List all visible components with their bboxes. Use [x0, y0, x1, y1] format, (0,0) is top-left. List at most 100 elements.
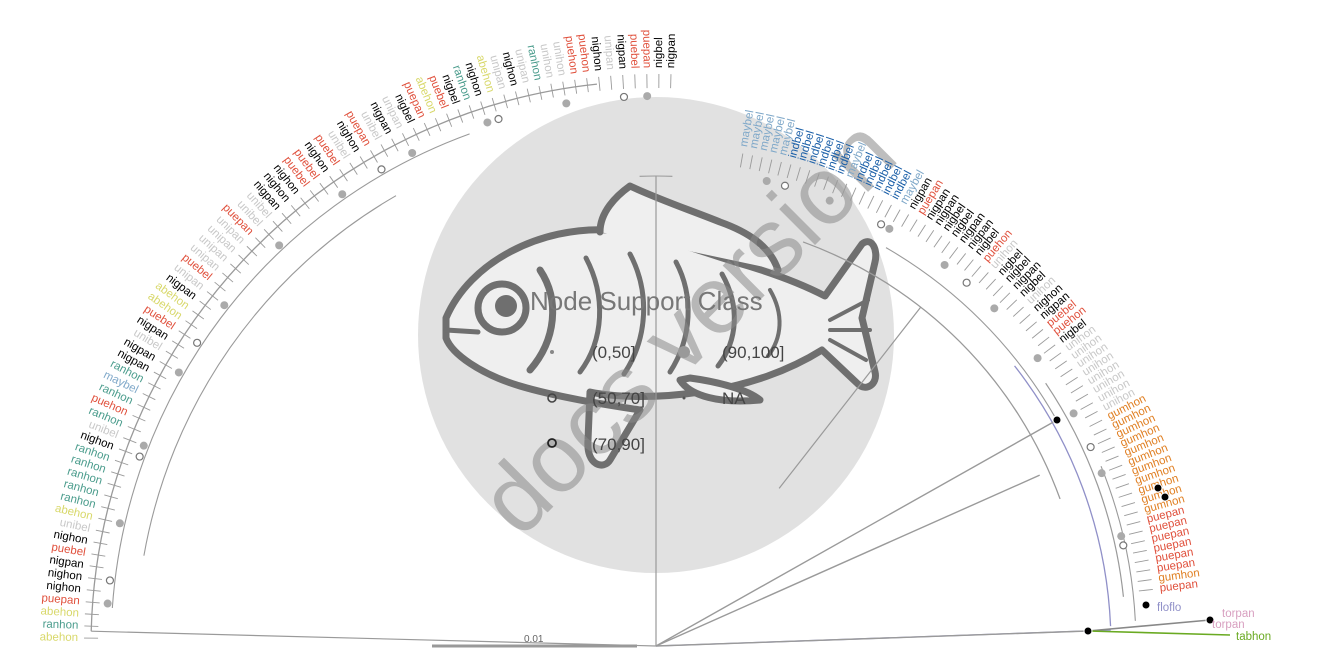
legend-item-50-70: (50,70]	[592, 389, 645, 408]
diagonal-branch	[655, 419, 1058, 647]
right-tip-branch	[1065, 376, 1078, 386]
right-tip-branch	[805, 170, 811, 184]
left-tip-branch	[91, 553, 106, 557]
left-tip-branch	[238, 254, 250, 265]
right-support-node-icon	[1033, 354, 1042, 363]
right-tip-label: puepan	[1156, 557, 1196, 575]
right-tip-branch	[777, 161, 782, 176]
legend-title: Node Support Class	[530, 286, 763, 316]
support-node-icon	[1160, 492, 1170, 502]
left-tip-label: nigbel	[653, 37, 665, 68]
left-tip-branch	[598, 76, 601, 91]
right-tip-branch	[1128, 530, 1143, 535]
left-support-node-icon	[643, 92, 652, 101]
right-support-node-icon	[990, 304, 999, 313]
left-tip-branch	[349, 162, 358, 175]
left-tip-branch	[281, 212, 292, 225]
right-tip-branch	[999, 292, 1011, 303]
right-support-node-icon	[1069, 409, 1078, 418]
left-tip-branch	[85, 601, 100, 604]
right-tip-label: gumhon	[1158, 567, 1201, 584]
right-tip-branch	[1060, 368, 1073, 378]
right-tip-branch	[768, 159, 773, 174]
right-tip-branch	[892, 209, 901, 223]
left-tip-label: abehon	[40, 605, 79, 619]
left-tip-branch	[622, 74, 624, 89]
right-inner-arc	[885, 247, 1055, 417]
right-lower-arc	[1045, 382, 1125, 597]
left-tip-label: nighon	[589, 36, 604, 72]
left-tip-branch	[165, 350, 179, 359]
left-tip-label: nigpan	[614, 34, 628, 69]
left-tip-branch	[380, 144, 389, 157]
right-tip-branch	[1037, 336, 1050, 347]
right-tip-branch	[814, 173, 820, 187]
left-support-node-icon	[494, 114, 503, 124]
left-tip-branch	[107, 482, 122, 488]
support-node-icon	[1083, 626, 1093, 636]
left-tip-branch	[206, 291, 219, 301]
left-tip-branch	[468, 105, 475, 119]
legend-item-90-100: (90,100]	[722, 343, 784, 362]
left-tip-branch	[457, 109, 464, 123]
right-support-node-icon	[940, 260, 949, 269]
left-tip-label: unipan	[601, 35, 616, 70]
left-tip-branch	[89, 565, 104, 569]
right-tip-branch	[933, 235, 943, 248]
left-tip-branch	[359, 156, 368, 169]
outgroup-tip-label: floflo	[1157, 602, 1181, 614]
right-support-node-icon	[962, 278, 971, 287]
left-clade-arc	[90, 83, 598, 632]
left-tip-branch	[230, 263, 242, 274]
outgroup-branch	[655, 630, 1089, 647]
right-tip-branch	[867, 195, 875, 209]
left-tip-branch	[192, 310, 205, 320]
left-tip-branch	[104, 494, 118, 500]
left-tip-label: abehon	[40, 631, 79, 644]
backbone-left	[91, 630, 657, 647]
left-tip-branch	[159, 361, 173, 369]
left-tip-branch	[111, 471, 125, 477]
right-tip-branch	[1070, 385, 1084, 394]
left-support-node-icon	[220, 301, 229, 310]
right-tip-branch	[964, 259, 974, 271]
left-tip-branch	[634, 74, 636, 89]
left-tip-branch	[412, 127, 420, 141]
tree-layer	[84, 74, 1231, 647]
right-tip-branch	[841, 183, 848, 197]
left-tip-label: nighon	[47, 567, 83, 583]
right-tip-branch	[941, 241, 951, 254]
left-tip-branch	[272, 220, 283, 232]
left-tip-branch	[185, 320, 198, 330]
left-tip-branch	[319, 182, 329, 195]
left-tip-branch	[178, 330, 191, 339]
right-tip-branch	[786, 164, 792, 179]
right-tip-branch	[901, 214, 910, 227]
right-tip-branch	[1031, 329, 1044, 339]
support-node-icon	[1205, 615, 1215, 625]
right-tip-label: puepan	[1159, 578, 1198, 594]
left-tip-branch	[610, 75, 613, 90]
legend-item-na: NA	[722, 389, 746, 408]
right-tip-branch	[1124, 511, 1138, 517]
right-top-arc	[802, 241, 1061, 500]
outgroup-tip-label: torpan	[1222, 608, 1255, 620]
legend-symbol-90-100-icon	[678, 346, 690, 358]
right-support-node-icon	[762, 176, 771, 185]
right-tip-branch	[1105, 455, 1119, 462]
left-tip-branch	[171, 340, 185, 349]
right-tip-branch	[1121, 502, 1136, 507]
left-tip-branch	[480, 101, 486, 115]
left-tip-label: puebel	[627, 34, 640, 69]
node-support-legend: Node Support Class (0,50] (90,100] (50,7…	[530, 286, 784, 454]
left-tip-branch	[423, 122, 431, 137]
right-tip-branch	[1093, 428, 1107, 436]
left-tip-label: ranhon	[42, 619, 78, 632]
left-tip-branch	[515, 91, 520, 106]
right-tip-branch	[884, 204, 892, 218]
left-tip-branch	[137, 403, 151, 411]
legend-symbol-50-70-icon	[547, 393, 557, 403]
right-tip-branch	[1134, 559, 1149, 563]
